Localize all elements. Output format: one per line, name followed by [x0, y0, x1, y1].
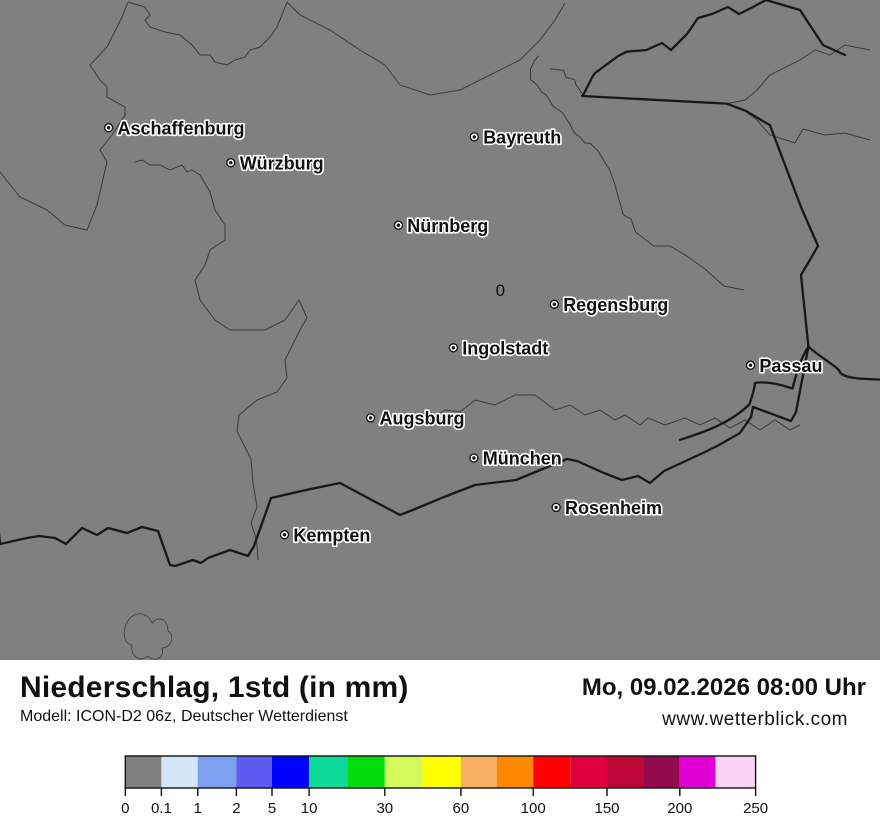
svg-text:München: München	[483, 449, 562, 469]
svg-text:0: 0	[496, 281, 505, 300]
svg-text:Bayreuth: Bayreuth	[483, 128, 561, 148]
svg-text:Regensburg: Regensburg	[563, 295, 668, 315]
svg-text:Aschaffenburg: Aschaffenburg	[118, 119, 245, 139]
svg-text:Rosenheim: Rosenheim	[565, 498, 662, 518]
svg-text:Passau: Passau	[759, 356, 822, 376]
svg-text:Kempten: Kempten	[293, 526, 370, 546]
svg-text:Nürnberg: Nürnberg	[407, 216, 488, 236]
svg-text:Ingolstadt: Ingolstadt	[462, 339, 548, 359]
svg-text:Augsburg: Augsburg	[380, 409, 465, 429]
svg-text:Würzburg: Würzburg	[240, 154, 324, 174]
